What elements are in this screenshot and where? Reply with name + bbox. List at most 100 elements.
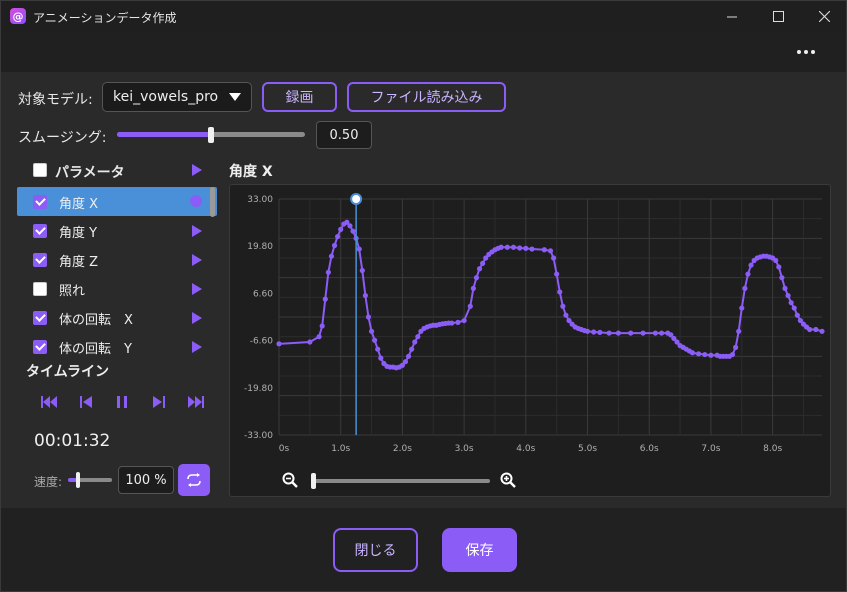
data-point[interactable] (782, 285, 788, 291)
data-point[interactable] (779, 275, 785, 281)
data-point[interactable] (449, 320, 455, 326)
data-point[interactable] (480, 260, 486, 266)
data-point[interactable] (368, 328, 375, 334)
data-point[interactable] (554, 271, 560, 277)
parameter-checkbox[interactable] (33, 340, 47, 354)
data-point[interactable] (640, 330, 646, 336)
step-forward-button[interactable] (150, 394, 168, 410)
loop-button[interactable] (178, 464, 210, 496)
data-point[interactable] (674, 339, 680, 345)
data-point[interactable] (409, 346, 415, 352)
data-point[interactable] (668, 332, 674, 338)
data-point[interactable] (819, 328, 825, 334)
parameter-item[interactable]: 角度 Y (17, 216, 217, 245)
parameter-item[interactable]: 体の回転 X (17, 303, 217, 332)
data-point[interactable] (689, 350, 696, 356)
data-point[interactable] (362, 292, 368, 299)
parameter-checkbox[interactable] (33, 311, 47, 325)
data-point[interactable] (375, 346, 381, 352)
skip-to-start-button[interactable] (40, 394, 58, 410)
data-point[interactable] (483, 255, 489, 261)
load-file-button[interactable]: ファイル読み込み (347, 82, 506, 112)
select-all-checkbox[interactable] (33, 163, 47, 177)
data-point[interactable] (695, 351, 702, 357)
data-point[interactable] (742, 285, 748, 291)
data-point[interactable] (338, 226, 344, 232)
data-point[interactable] (557, 289, 563, 295)
data-point[interactable] (415, 334, 421, 340)
data-point[interactable] (335, 233, 341, 240)
line-chart[interactable]: 33.00 19.80 6.60 -6.60 -19.80 -33.00 0s 1.0s 2.0… (230, 185, 830, 496)
data-point[interactable] (529, 246, 535, 252)
close-window-button[interactable] (801, 1, 847, 32)
data-point[interactable] (773, 257, 779, 264)
skip-to-end-button[interactable] (187, 394, 205, 410)
data-point[interactable] (785, 292, 791, 299)
data-point[interactable] (584, 328, 591, 334)
speed-slider-track[interactable] (71, 478, 112, 482)
play-icon[interactable] (192, 283, 202, 295)
parameter-item[interactable]: 角度 X (17, 187, 217, 216)
data-point[interactable] (467, 303, 473, 309)
data-point[interactable] (628, 330, 634, 336)
parameter-checkbox[interactable] (33, 253, 47, 267)
data-point[interactable] (523, 245, 529, 251)
step-back-button[interactable] (77, 394, 95, 410)
data-point[interactable] (344, 219, 350, 225)
data-point[interactable] (328, 253, 335, 259)
pause-button[interactable] (113, 394, 131, 410)
data-point[interactable] (563, 312, 569, 318)
play-icon[interactable] (192, 312, 202, 324)
data-point[interactable] (412, 339, 418, 345)
data-point[interactable] (470, 285, 476, 291)
more-options-button[interactable] (794, 42, 818, 62)
parameter-checkbox[interactable] (33, 224, 47, 238)
data-point[interactable] (316, 334, 322, 340)
data-point[interactable] (658, 330, 665, 336)
data-point[interactable] (399, 362, 406, 368)
data-point[interactable] (591, 329, 597, 335)
data-point[interactable] (325, 269, 331, 275)
data-point[interactable] (797, 317, 804, 324)
data-point[interactable] (736, 328, 742, 334)
data-point[interactable] (739, 305, 745, 311)
data-point[interactable] (322, 296, 328, 302)
maximize-button[interactable] (755, 1, 801, 32)
data-point[interactable] (566, 317, 572, 324)
speed-value-field[interactable]: 100 % (118, 466, 174, 494)
play-all-icon[interactable] (192, 164, 202, 176)
data-point[interactable] (813, 326, 819, 333)
data-point[interactable] (606, 330, 612, 336)
smoothing-value-field[interactable]: 0.50 (316, 121, 372, 149)
play-icon[interactable] (192, 341, 202, 353)
data-point[interactable] (745, 271, 751, 277)
data-point[interactable] (307, 339, 313, 345)
save-button[interactable]: 保存 (442, 528, 517, 572)
data-point[interactable] (733, 344, 739, 350)
data-point[interactable] (550, 255, 557, 261)
data-point[interactable] (702, 351, 708, 358)
close-button[interactable]: 閉じる (333, 528, 418, 572)
data-point[interactable] (372, 337, 378, 343)
data-point[interactable] (652, 330, 658, 336)
data-point[interactable] (498, 244, 504, 250)
data-point[interactable] (776, 264, 782, 270)
data-point[interactable] (378, 355, 384, 361)
data-point[interactable] (473, 275, 480, 281)
data-point[interactable] (402, 359, 409, 365)
data-point[interactable] (517, 245, 523, 251)
data-point[interactable] (597, 329, 603, 335)
play-icon[interactable] (192, 225, 202, 237)
data-point[interactable] (365, 314, 372, 320)
data-point[interactable] (671, 335, 677, 342)
data-point[interactable] (729, 351, 736, 358)
data-point[interactable] (276, 341, 282, 347)
playhead-handle[interactable] (350, 193, 363, 205)
data-point[interactable] (708, 352, 714, 358)
data-point[interactable] (788, 300, 794, 306)
zoom-slider-thumb[interactable] (311, 473, 316, 489)
model-select[interactable]: kei_vowels_pro (102, 82, 252, 112)
play-icon[interactable] (192, 254, 202, 266)
parameter-checkbox[interactable] (33, 195, 47, 209)
parameter-checkbox[interactable] (33, 282, 47, 296)
